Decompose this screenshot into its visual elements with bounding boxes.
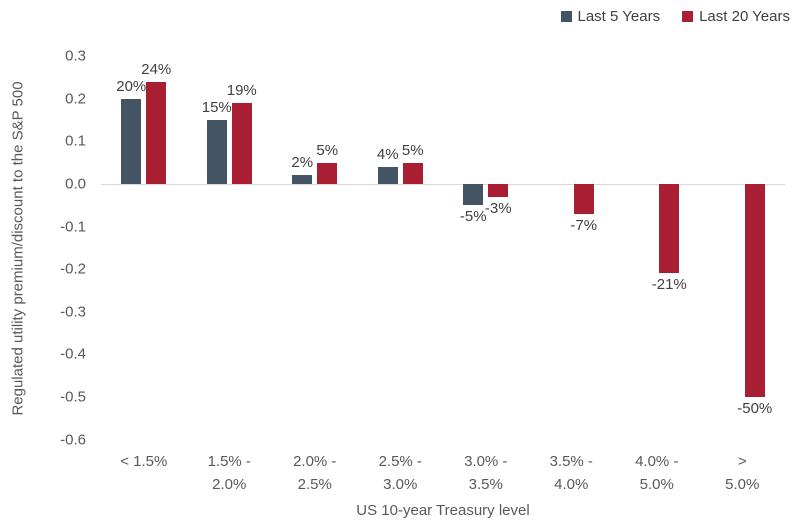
- y-tick-label: 0.1: [65, 132, 86, 150]
- bar-last-20-years: [659, 184, 680, 274]
- legend-label-last-20-years: Last 20 Years: [699, 8, 790, 25]
- bar-value-label: 4%: [376, 145, 399, 163]
- y-axis-ticks: 0.3 0.2 0.1 0.0 -0.1 -0.2 -0.3 -0.4 -0.5 -0.6: [36, 48, 88, 448]
- x-axis-labels: < 1.5% 1.5% - 2.0% 2.0% - 2.5% 2.5% - 3.0% 3…: [101, 450, 785, 500]
- x-category-label: 3.5% - 4.0%: [549, 453, 593, 493]
- bar-last-5-years: [377, 166, 398, 184]
- bar-value-label: 19%: [226, 82, 257, 100]
- legend-swatch-last-5-years: [560, 11, 572, 22]
- legend-item-last-5-years: Last 5 Years: [560, 8, 661, 25]
- y-tick-label: -0.6: [60, 431, 86, 449]
- x-category-label: < 1.5%: [120, 453, 168, 470]
- plot-area: 20% 24% 15% 19% 2% 5% 4% 5% -5% -3% -7% -21% -50%: [101, 56, 785, 440]
- bar-value-label: 24%: [141, 60, 172, 78]
- x-category-label: 2.5% - 3.0%: [378, 453, 422, 493]
- bar-last-20-years: [402, 162, 423, 184]
- bar-value-label: -5%: [459, 208, 487, 226]
- y-tick-label: -0.1: [60, 218, 86, 236]
- legend-swatch-last-20-years: [682, 11, 694, 22]
- bar-last-20-years: [488, 184, 509, 197]
- bar-value-label: -7%: [570, 216, 598, 234]
- x-category-label: 4.0% - 5.0%: [635, 453, 679, 493]
- bar-value-label: 5%: [316, 141, 339, 159]
- bar-last-20-years: [744, 184, 765, 397]
- legend: Last 5 Years Last 20 Years: [560, 8, 790, 25]
- legend-label-last-5-years: Last 5 Years: [577, 8, 661, 25]
- y-tick-label: 0.3: [65, 47, 86, 65]
- x-axis-title: US 10-year Treasury level: [356, 502, 530, 519]
- bar-last-5-years: [121, 98, 142, 184]
- y-tick-label: -0.3: [60, 303, 86, 321]
- legend-item-last-20-years: Last 20 Years: [682, 8, 790, 25]
- zero-gridline: [101, 184, 785, 185]
- y-tick-label: -0.2: [60, 260, 86, 278]
- bar-value-label: -50%: [737, 400, 773, 417]
- bar-value-label: 5%: [401, 141, 424, 159]
- y-tick-label: 0.0: [65, 175, 86, 193]
- bar-value-label: -21%: [651, 276, 687, 294]
- x-category-label: 1.5% - 2.0%: [207, 453, 251, 493]
- bar-value-label: 20%: [116, 77, 147, 95]
- bar-last-20-years: [573, 184, 594, 214]
- bar-value-label: 2%: [291, 154, 314, 172]
- bar-value-label: 15%: [201, 99, 232, 117]
- y-tick-label: 0.2: [65, 90, 86, 108]
- bar-value-label: -3%: [484, 199, 512, 217]
- bar-last-20-years: [317, 162, 338, 184]
- y-tick-label: -0.5: [60, 388, 86, 406]
- bar-last-20-years: [146, 81, 167, 184]
- y-axis-title: Regulated utility premium/discount to th…: [9, 81, 27, 416]
- bar-last-20-years: [231, 103, 252, 184]
- bar-last-5-years: [292, 175, 313, 184]
- y-tick-label: -0.4: [60, 345, 86, 363]
- bar-last-5-years: [463, 184, 484, 206]
- bar-last-5-years: [206, 120, 227, 184]
- x-category-label: 3.0% - 3.5%: [464, 453, 508, 493]
- x-category-label: 2.0% - 2.5%: [293, 453, 337, 493]
- x-category-label: > 5.0%: [725, 453, 760, 493]
